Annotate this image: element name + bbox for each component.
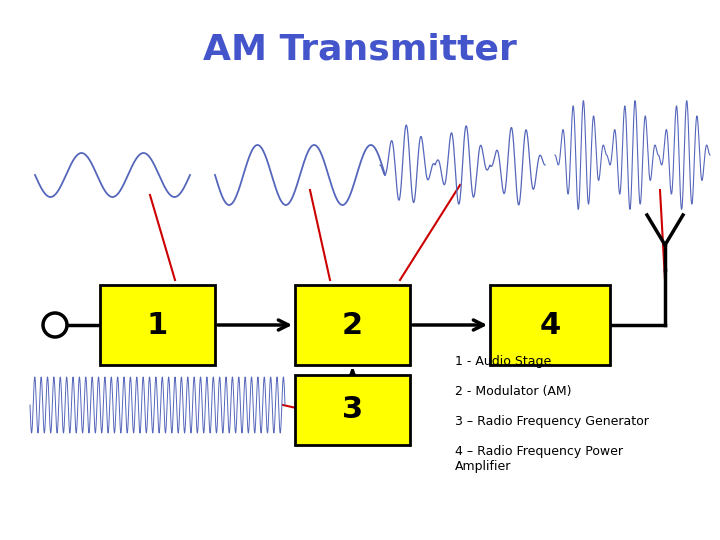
Bar bbox=[100, 285, 215, 365]
Text: 1 - Audio Stage: 1 - Audio Stage bbox=[455, 355, 552, 368]
Bar bbox=[295, 285, 410, 365]
Text: 3: 3 bbox=[342, 395, 363, 424]
Text: 2: 2 bbox=[342, 310, 363, 340]
Text: 3 – Radio Frequency Generator: 3 – Radio Frequency Generator bbox=[455, 415, 649, 428]
Text: 4 – Radio Frequency Power
Amplifier: 4 – Radio Frequency Power Amplifier bbox=[455, 445, 623, 473]
Text: 4: 4 bbox=[539, 310, 561, 340]
Text: 1: 1 bbox=[147, 310, 168, 340]
Text: AM Transmitter: AM Transmitter bbox=[203, 33, 517, 67]
Bar bbox=[490, 285, 610, 365]
Bar bbox=[295, 375, 410, 445]
Text: 2 - Modulator (AM): 2 - Modulator (AM) bbox=[455, 385, 572, 398]
